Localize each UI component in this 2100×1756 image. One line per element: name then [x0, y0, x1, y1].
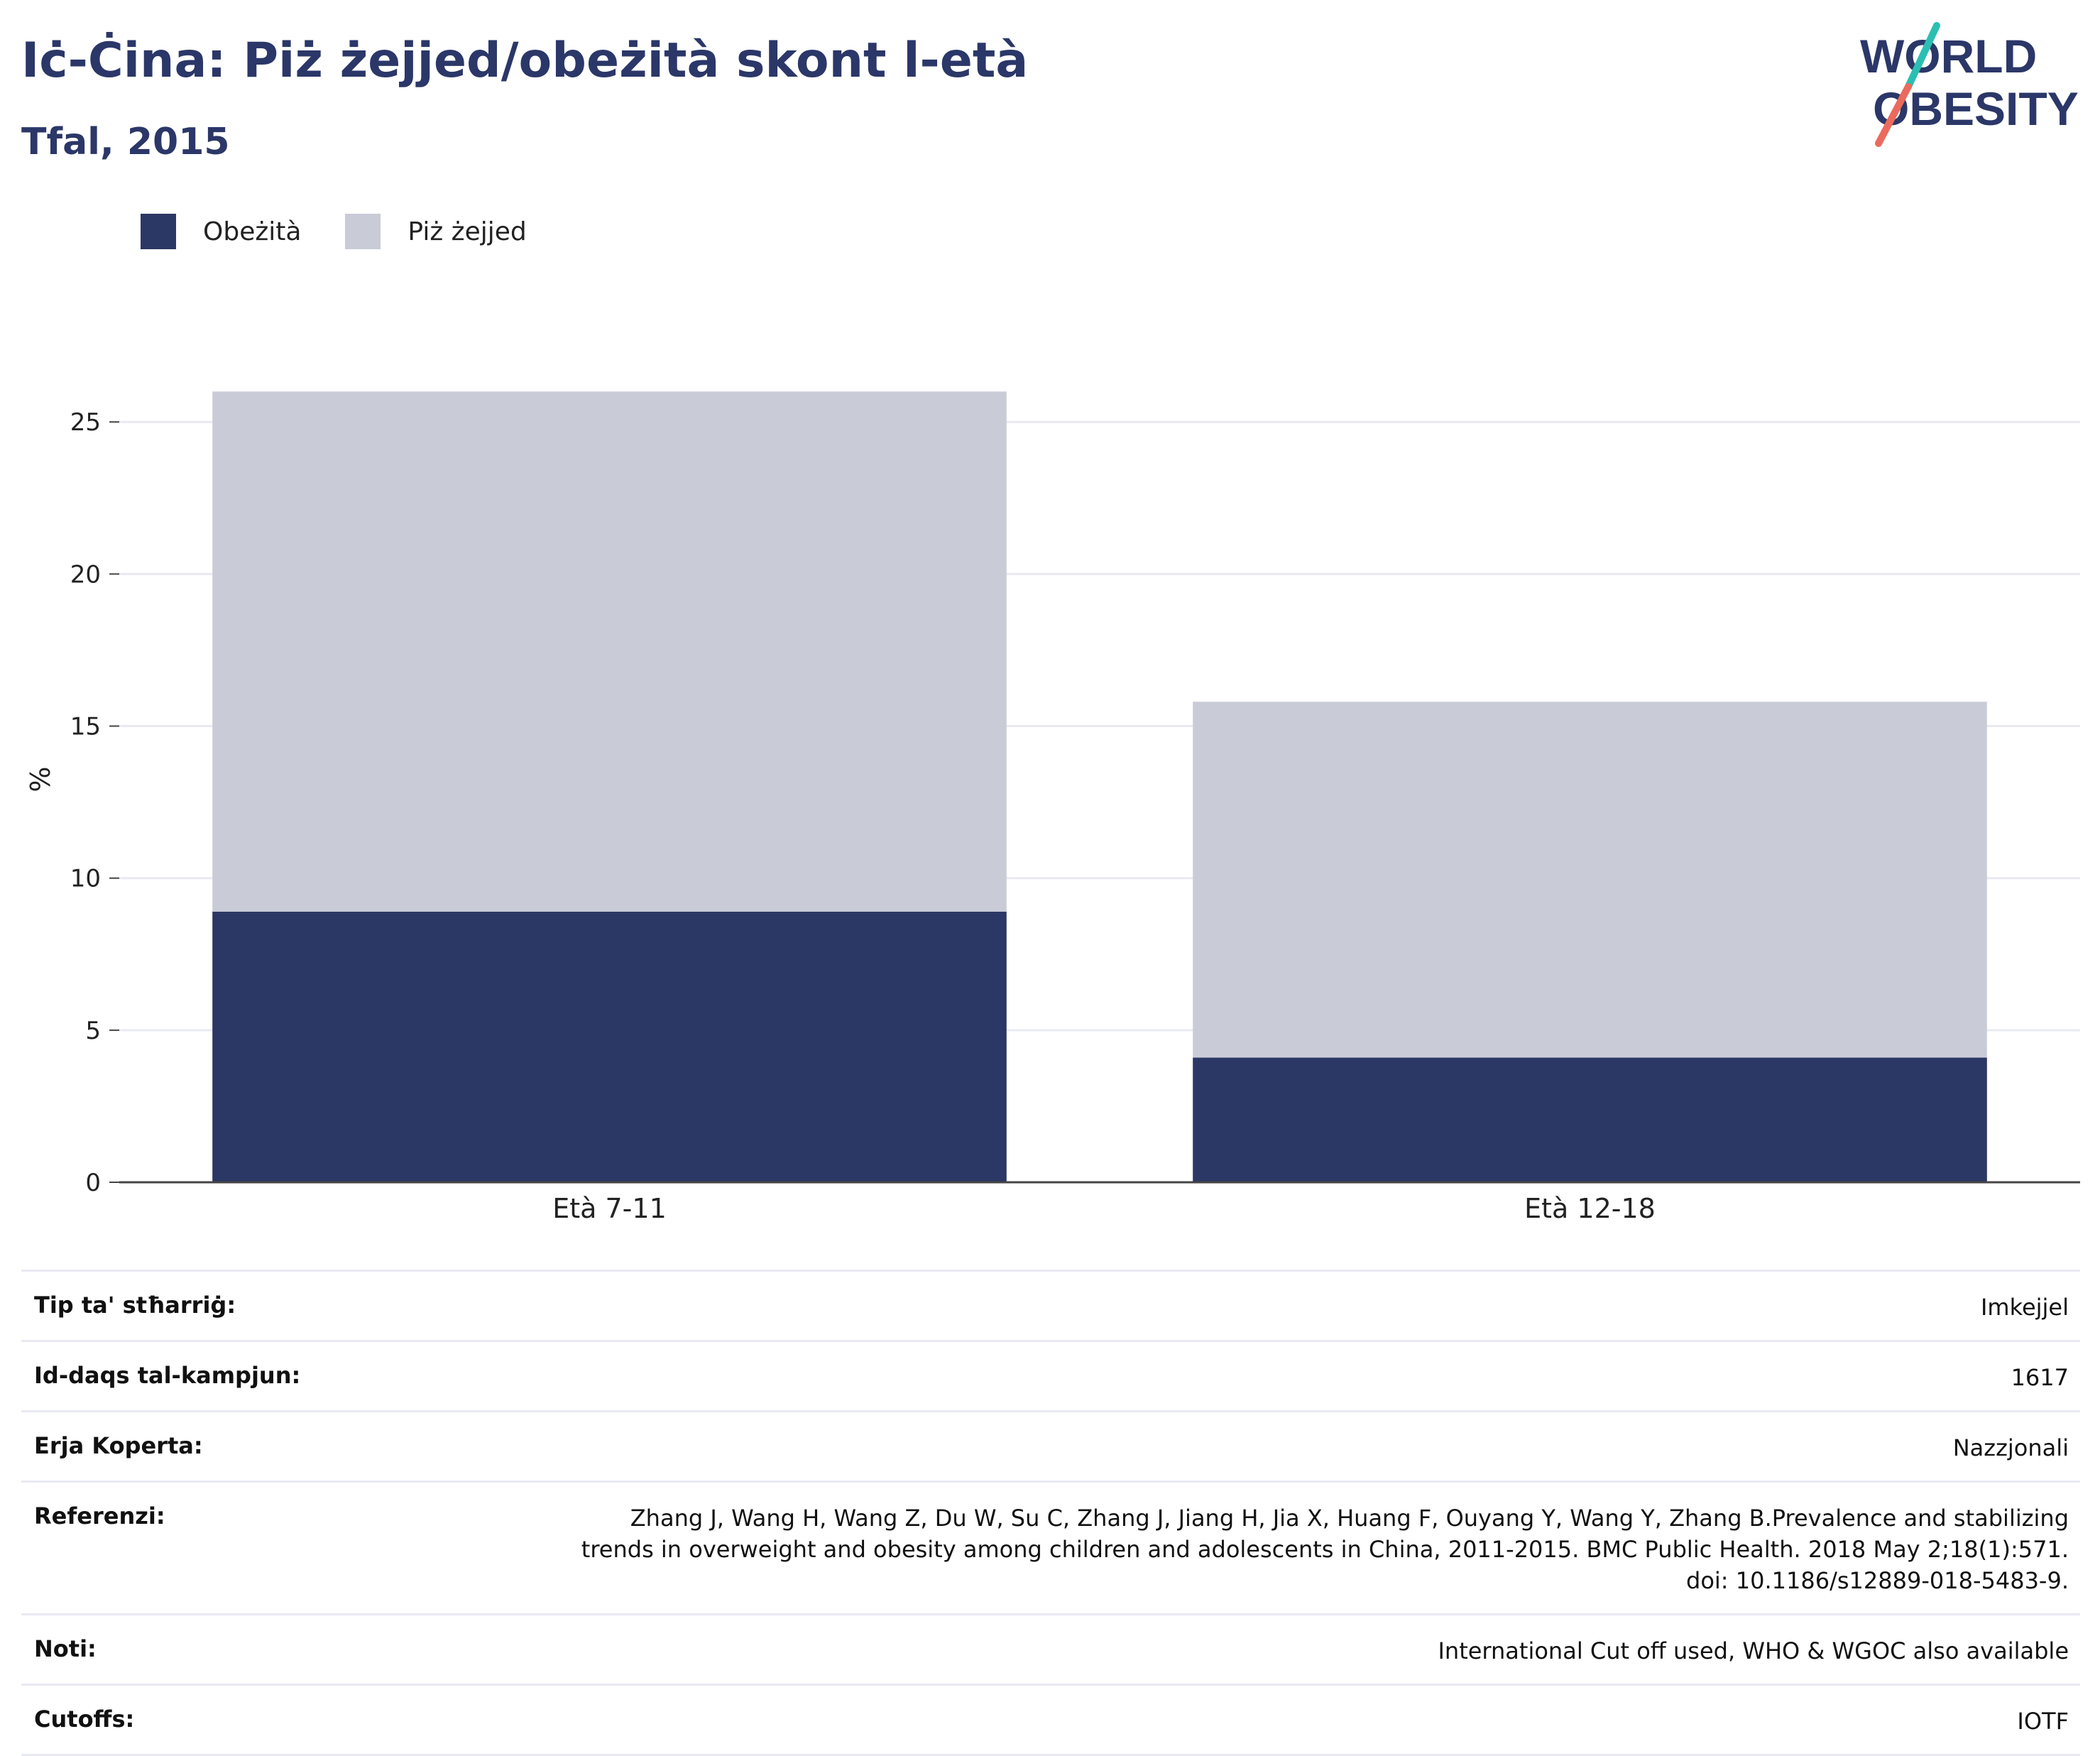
- chart-legend: Obeżità Piż żejjed: [141, 210, 571, 253]
- info-label: Cutoffs:: [34, 1706, 135, 1733]
- svg-text:WORLD: WORLD: [1860, 30, 2037, 82]
- x-tick-label: Età 12-18: [1524, 1193, 1656, 1224]
- info-row-cutoffs: Cutoffs: IOTF: [21, 1684, 2080, 1756]
- survey-info-table: Tip ta' stħarriġ: Imkejjel Id-daqs tal-k…: [21, 1270, 2080, 1756]
- y-tick-label: 25: [70, 408, 101, 437]
- y-tick-label: 5: [85, 1017, 101, 1045]
- legend-label-overweight: Piż żejjed: [408, 217, 527, 246]
- y-tick-label: 15: [70, 713, 101, 741]
- info-row-sample-size: Id-daqs tal-kampjun: 1617: [21, 1340, 2080, 1410]
- world-obesity-logo: WORLD OBESITY: [1860, 22, 2079, 147]
- chart-subtitle: Tfal, 2015: [21, 121, 230, 163]
- legend-item-overweight: Piż żejjed: [345, 214, 527, 249]
- info-row-area-covered: Erja Koperta: Nazzjonali: [21, 1410, 2080, 1480]
- bar-overweight-2: [1193, 702, 1987, 1058]
- legend-item-obesity: Obeżità: [141, 214, 301, 249]
- y-tick-label: 0: [85, 1169, 101, 1197]
- info-label: Tip ta' stħarriġ:: [34, 1292, 236, 1319]
- bar-obesity-2: [1193, 1057, 1987, 1182]
- info-label: Id-daqs tal-kampjun:: [34, 1362, 301, 1389]
- info-value: Zhang J, Wang H, Wang Z, Du W, Su C, Zha…: [581, 1505, 2069, 1594]
- legend-swatch-obesity: [141, 214, 176, 249]
- y-axis-label: %: [25, 766, 56, 792]
- x-tick-label: Età 7-11: [552, 1193, 667, 1224]
- info-value: International Cut off used, WHO & WGOC a…: [1438, 1637, 2069, 1664]
- info-value: IOTF: [2017, 1708, 2069, 1735]
- info-value: 1617: [2011, 1364, 2069, 1391]
- bar-overweight-1: [212, 391, 1007, 912]
- info-value: Nazzjonali: [1952, 1434, 2069, 1461]
- info-label: Noti:: [34, 1635, 97, 1662]
- info-value: Imkejjel: [1980, 1294, 2069, 1321]
- bar-obesity-1: [212, 911, 1007, 1182]
- stacked-bar-chart: 0 5 10 15 20 25% Età 7-11 Età 12-18: [25, 391, 2080, 1224]
- y-tick-label: 10: [70, 865, 101, 893]
- legend-swatch-overweight: [345, 214, 381, 249]
- info-row-notes: Noti: International Cut off used, WHO & …: [21, 1613, 2080, 1684]
- legend-label-obesity: Obeżità: [203, 217, 302, 246]
- y-tick-label: 20: [70, 560, 101, 589]
- info-row-references: Referenzi: Zhang J, Wang H, Wang Z, Du W…: [21, 1480, 2080, 1613]
- chart-title: Iċ-Ċina: Piż żejjed/obeżità skont l-età: [21, 33, 1029, 89]
- info-row-survey-type: Tip ta' stħarriġ: Imkejjel: [21, 1270, 2080, 1340]
- info-label: Referenzi:: [34, 1503, 165, 1529]
- info-label: Erja Koperta:: [34, 1432, 203, 1459]
